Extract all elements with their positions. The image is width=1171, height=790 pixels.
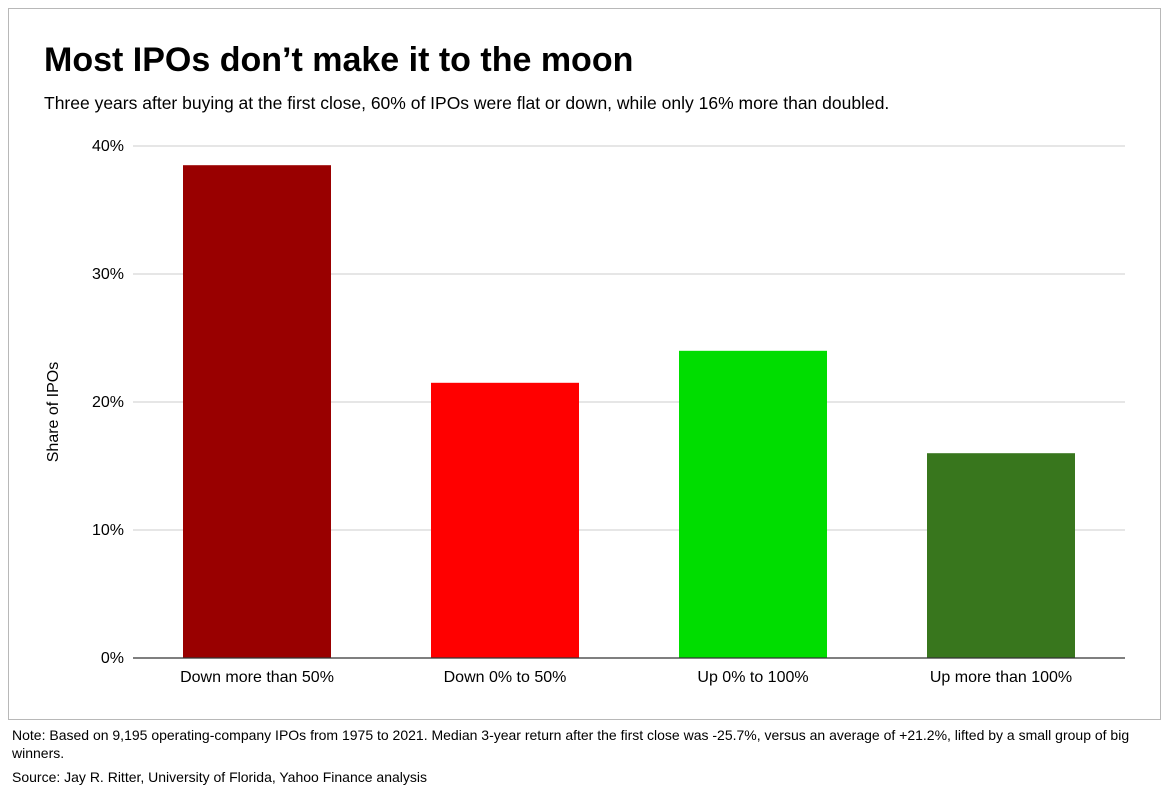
source-line: Source: Jay R. Ritter, University of Flo… (12, 769, 427, 785)
y-tick-label: 0% (101, 650, 124, 667)
y-tick-label: 30% (92, 266, 124, 283)
bar-3 (679, 350, 827, 658)
chart-title: Most IPOs don’t make it to the moon (44, 41, 634, 79)
x-axis-ticks: Down more than 50% Down 0% to 50% Up 0% to… (180, 669, 1072, 686)
y-axis-label: Share of IPOs (45, 362, 62, 463)
y-tick-label: 20% (92, 394, 124, 411)
x-tick-label: Down more than 50% (180, 669, 334, 686)
bars (183, 165, 1075, 658)
y-tick-label: 10% (92, 522, 124, 539)
y-axis-ticks: 0% 10% 20% 30% 40% (92, 138, 124, 667)
x-tick-label: Down 0% to 50% (444, 669, 567, 686)
footnote: Note: Based on 9,195 operating-company I… (12, 727, 1130, 761)
x-tick-label: Up more than 100% (930, 669, 1072, 686)
bar-1 (183, 165, 331, 658)
chart-subtitle: Three years after buying at the first cl… (44, 93, 890, 113)
bar-2 (431, 382, 579, 658)
bar-4 (927, 453, 1075, 658)
y-tick-label: 40% (92, 138, 124, 155)
x-tick-label: Up 0% to 100% (697, 669, 808, 686)
